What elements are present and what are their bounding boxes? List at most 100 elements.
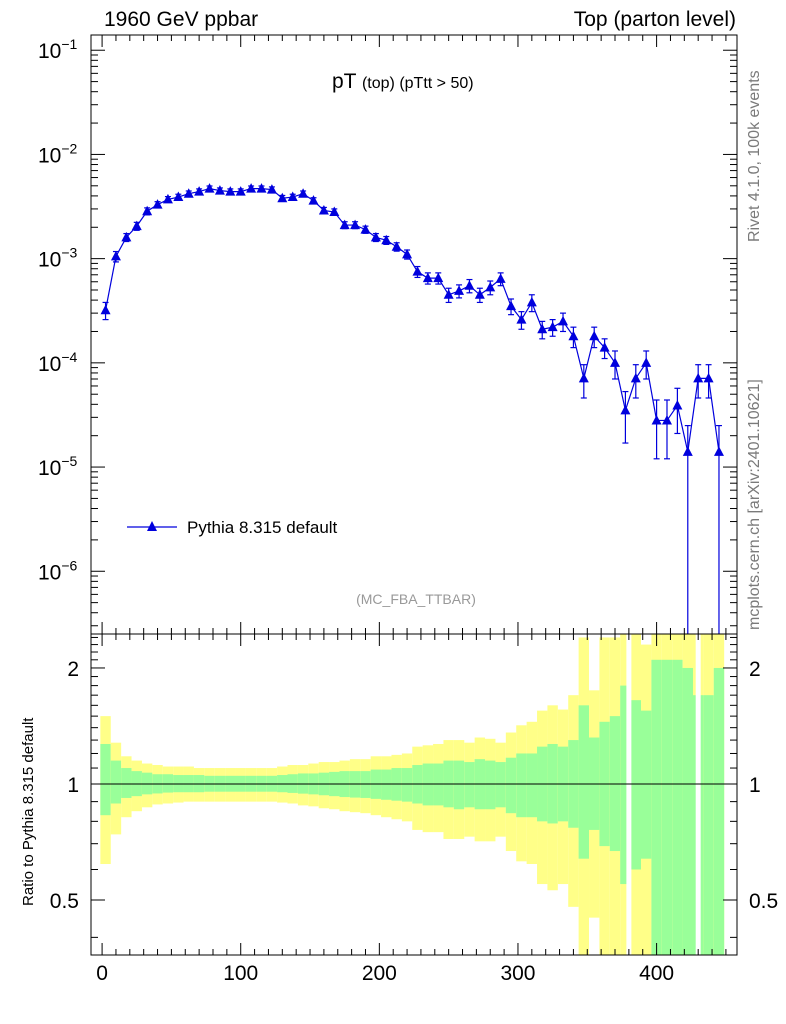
band-inner-bin <box>651 659 662 955</box>
band-inner-bin <box>495 762 506 808</box>
data-point <box>391 241 402 251</box>
data-point <box>630 372 641 383</box>
data-point <box>454 285 465 295</box>
data-point <box>235 186 246 196</box>
header-left: 1960 GeV ppbar <box>104 8 259 31</box>
x-tick-label: 100 <box>223 962 258 985</box>
ratio-bands <box>100 634 725 955</box>
legend-label: Pythia 8.315 default <box>187 518 338 537</box>
axis-text: 0 100 200 300 400 10−6 10−5 10−4 10−3 10−2 10−1 0.5… <box>38 36 778 985</box>
data-point <box>370 231 381 242</box>
data-point <box>526 296 537 307</box>
ratio-y-tick-label: 2 <box>67 658 79 681</box>
top-panel-background <box>91 35 737 634</box>
band-inner-bin <box>641 710 652 859</box>
data-point <box>443 289 454 299</box>
chart-title: pT (top) (pTtt > 50) <box>332 70 474 93</box>
y-tick-label: 10−3 <box>38 245 78 272</box>
y-tick-label: 10−2 <box>38 140 78 167</box>
data-point <box>277 192 288 203</box>
band-inner-bin <box>516 753 527 818</box>
band-inner-bin <box>464 762 475 808</box>
series-pythia <box>100 183 724 634</box>
band-inner-bin <box>100 743 111 816</box>
band-inner-bin <box>162 774 174 793</box>
band-inner-bin <box>630 700 642 870</box>
data-point <box>661 414 672 425</box>
band-inner-bin <box>453 760 465 810</box>
data-point <box>537 323 548 334</box>
data-point <box>651 414 662 425</box>
data-point <box>589 330 600 341</box>
header-right: Top (parton level) <box>573 8 736 31</box>
data-point <box>121 231 132 242</box>
data-point <box>703 372 714 383</box>
data-point <box>713 446 724 456</box>
data-point <box>578 372 589 383</box>
data-point <box>547 321 558 332</box>
y-tick-label: 10−5 <box>38 453 78 480</box>
data-point <box>266 184 277 194</box>
mcplots-label: mcplots.cern.ch [arXiv:2401.10621] <box>746 379 763 630</box>
data-point <box>339 219 350 230</box>
y-tick-label: 10−1 <box>38 36 78 63</box>
x-tick-label: 300 <box>500 962 535 985</box>
ratio-y-axis-label: Ratio to Pythia 8.315 default <box>20 717 37 906</box>
data-point <box>495 273 506 283</box>
band-inner-bin <box>505 757 517 814</box>
data-point <box>464 280 475 290</box>
x-tick-label: 0 <box>96 962 108 985</box>
band-gap <box>626 634 632 955</box>
data-point <box>329 206 340 217</box>
band-inner-bin <box>121 768 132 798</box>
ratio-y-tick-label-right: 2 <box>749 658 761 681</box>
axes <box>90 34 738 956</box>
data-point <box>308 195 319 205</box>
analysis-label: (MC_FBA_TTBAR) <box>356 591 476 607</box>
data-point <box>474 289 485 299</box>
data-point <box>599 342 610 352</box>
band-inner-bin <box>672 659 683 955</box>
ratio-y-tick-label-right: 0.5 <box>749 890 778 913</box>
data-point <box>516 314 527 324</box>
y-tick-label: 10−4 <box>38 349 78 376</box>
legend: Pythia 8.315 default <box>127 518 338 537</box>
x-tick-label: 400 <box>639 962 674 985</box>
legend-marker <box>147 521 157 531</box>
data-point <box>183 188 194 198</box>
band-inner-bin <box>485 760 496 810</box>
data-point <box>412 266 423 276</box>
ratio-y-tick-label: 1 <box>67 774 79 797</box>
data-point <box>433 272 444 283</box>
band-inner-bin <box>578 705 590 859</box>
data-point <box>422 272 433 283</box>
data-point <box>641 357 652 367</box>
data-point <box>194 186 205 196</box>
data-point <box>173 191 184 202</box>
top-panel <box>91 35 737 634</box>
band-inner-bin <box>360 771 371 798</box>
band-inner-bin <box>526 753 538 818</box>
data-point <box>152 199 163 209</box>
band-inner-bin <box>620 685 631 885</box>
data-point <box>142 205 153 216</box>
data-point <box>381 234 392 245</box>
data-point <box>360 224 371 234</box>
data-point <box>287 191 298 202</box>
data-point <box>131 220 142 231</box>
data-point <box>100 304 111 315</box>
data-point <box>162 193 173 204</box>
data-point <box>568 330 579 341</box>
band-inner-bin <box>682 667 693 955</box>
data-point <box>318 204 329 215</box>
data-point <box>682 446 693 456</box>
data-point <box>402 248 413 259</box>
ratio-y-tick-label: 0.5 <box>50 890 79 913</box>
data-point <box>350 219 361 230</box>
rivet-label: Rivet 4.1.0, 100k events <box>746 70 763 242</box>
band-inner-bin <box>401 768 413 802</box>
y-tick-label: 10−6 <box>38 557 78 584</box>
data-point <box>506 300 517 311</box>
data-point <box>298 188 309 198</box>
